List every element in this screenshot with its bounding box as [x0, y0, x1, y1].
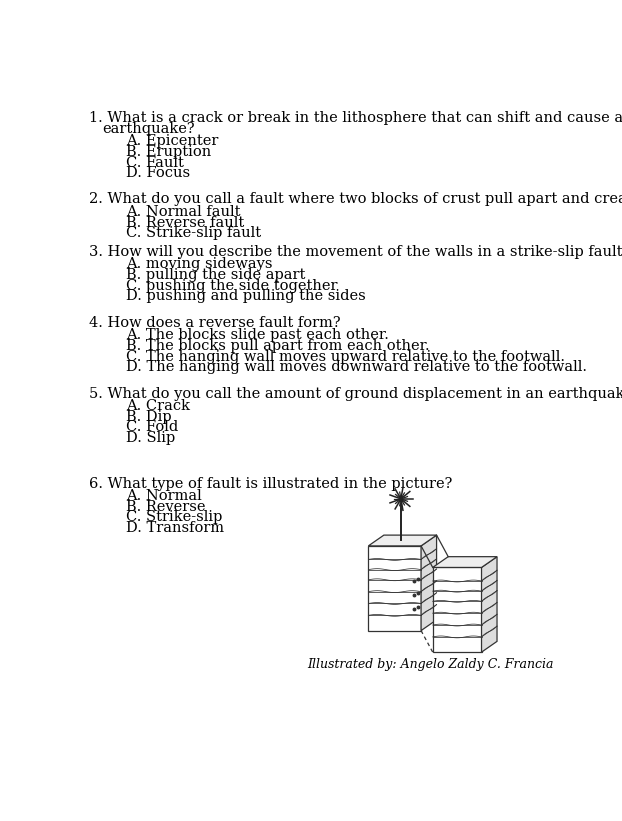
Text: 3. How will you describe the movement of the walls in a strike-slip fault?: 3. How will you describe the movement of… [90, 245, 622, 259]
Text: C. Fault: C. Fault [126, 155, 183, 169]
Polygon shape [368, 535, 437, 546]
Text: B. The blocks pull apart from each other.: B. The blocks pull apart from each other… [126, 339, 429, 353]
Text: D. pushing and pulling the sides: D. pushing and pulling the sides [126, 290, 366, 304]
Text: D. Slip: D. Slip [126, 431, 175, 445]
Text: 6. What type of fault is illustrated in the picture?: 6. What type of fault is illustrated in … [90, 476, 453, 491]
Polygon shape [481, 557, 497, 652]
Text: A. Crack: A. Crack [126, 399, 190, 413]
Text: B. Reverse fault: B. Reverse fault [126, 216, 244, 230]
Text: C. Strike-slip: C. Strike-slip [126, 511, 222, 525]
Text: Illustrated by: Angelo Zaldy C. Francia: Illustrated by: Angelo Zaldy C. Francia [307, 658, 554, 671]
Text: B. Dip: B. Dip [126, 410, 172, 424]
Text: D. Focus: D. Focus [126, 167, 190, 181]
Text: A. Epicenter: A. Epicenter [126, 134, 218, 148]
Polygon shape [421, 535, 437, 631]
Text: C. The hanging wall moves upward relative to the footwall.: C. The hanging wall moves upward relativ… [126, 350, 565, 364]
Text: C. Strike-slip fault: C. Strike-slip fault [126, 227, 261, 241]
Text: A. Normal: A. Normal [126, 489, 202, 503]
Polygon shape [433, 557, 497, 567]
Text: A. The blocks slide past each other.: A. The blocks slide past each other. [126, 328, 389, 342]
Text: B. Eruption: B. Eruption [126, 144, 211, 158]
Text: A. moving sideways: A. moving sideways [126, 257, 272, 271]
Text: D. Transform: D. Transform [126, 521, 224, 535]
Text: B. pulling the side apart: B. pulling the side apart [126, 268, 305, 282]
Text: A. Normal fault: A. Normal fault [126, 204, 240, 218]
Text: 2. What do you call a fault where two blocks of crust pull apart and create spac: 2. What do you call a fault where two bl… [90, 192, 622, 206]
Text: C. Fold: C. Fold [126, 420, 178, 434]
Text: B. Reverse: B. Reverse [126, 500, 205, 514]
Text: 5. What do you call the amount of ground displacement in an earthquake?: 5. What do you call the amount of ground… [90, 387, 622, 401]
Text: 1. What is a crack or break in the lithosphere that can shift and cause an: 1. What is a crack or break in the litho… [90, 111, 622, 125]
Text: D. The hanging wall moves downward relative to the footwall.: D. The hanging wall moves downward relat… [126, 360, 587, 374]
Text: 4. How does a reverse fault form?: 4. How does a reverse fault form? [90, 315, 341, 330]
Text: C. pushing the side together: C. pushing the side together [126, 278, 337, 293]
Polygon shape [433, 567, 481, 652]
Polygon shape [368, 546, 421, 631]
Text: earthquake?: earthquake? [103, 122, 195, 135]
